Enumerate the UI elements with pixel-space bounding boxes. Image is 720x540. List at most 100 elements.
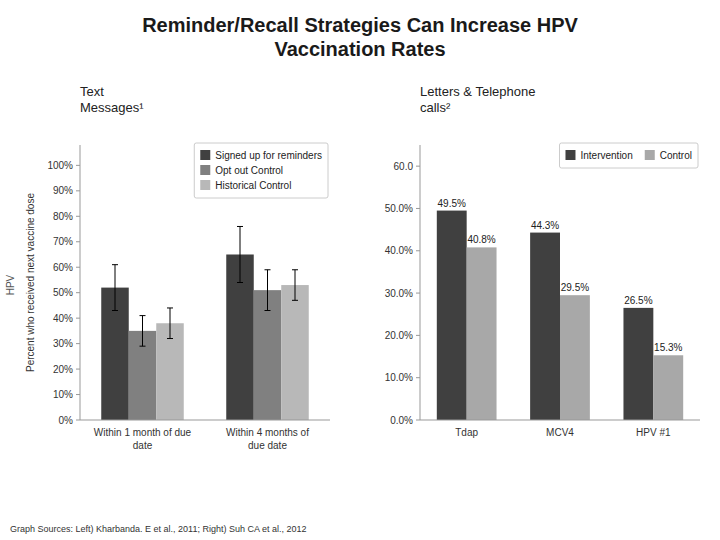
chart-title: TextMessages¹ xyxy=(80,84,144,115)
legend-label: Opt out Control xyxy=(215,165,283,176)
y-tick-label: 70% xyxy=(53,236,73,247)
legend-label: Intervention xyxy=(580,150,632,161)
legend-label: Control xyxy=(660,150,692,161)
y-tick xyxy=(76,369,80,370)
legend: Intervention Control xyxy=(559,143,698,168)
error-bar xyxy=(112,265,118,311)
error-bar-cap xyxy=(140,346,146,347)
legend-swatch xyxy=(200,165,210,175)
legend-item: Historical Control xyxy=(200,180,291,191)
y-tick-label: 10% xyxy=(53,389,73,400)
y-tick-label: 10.0% xyxy=(385,372,413,383)
y-axis-label: Percent who received next vaccine dose xyxy=(25,193,36,372)
y-tick-label: 90% xyxy=(53,185,73,196)
error-bar-stem xyxy=(115,265,116,311)
x-tick-label: Within 1 month of duedate xyxy=(94,427,192,451)
data-label: 40.8% xyxy=(467,234,495,245)
y-tick-label: 20% xyxy=(53,364,73,375)
y-tick xyxy=(416,208,420,209)
data-label: 15.3% xyxy=(654,342,682,353)
x-tick-label-line: MCV4 xyxy=(546,427,574,438)
y-tick xyxy=(76,216,80,217)
bar xyxy=(281,285,309,420)
error-bar-stem xyxy=(295,270,296,301)
x-axis-line xyxy=(80,420,330,421)
y-tick-label: 100% xyxy=(47,160,73,171)
error-bar-cap xyxy=(292,300,298,301)
error-bar-cap xyxy=(112,310,118,311)
error-bar-cap xyxy=(112,264,118,265)
y-tick xyxy=(416,293,420,294)
y-tick xyxy=(76,165,80,166)
error-bar-cap xyxy=(265,310,271,311)
legend-box xyxy=(559,143,698,168)
error-bar-cap xyxy=(237,282,243,283)
y-tick xyxy=(416,166,420,167)
data-labels: 49.5%44.3%26.5%40.8%29.5%15.3% xyxy=(438,198,683,354)
y-tick xyxy=(76,318,80,319)
error-bar xyxy=(265,270,271,311)
error-bar-stem xyxy=(170,308,171,339)
y-tick xyxy=(416,335,420,336)
y-tick xyxy=(416,250,420,251)
y-axis-line xyxy=(80,145,81,420)
legend-swatch xyxy=(565,150,575,160)
error-bar-cap xyxy=(292,269,298,270)
bar xyxy=(437,211,467,420)
error-bar-stem xyxy=(142,316,143,347)
data-label: 29.5% xyxy=(561,282,589,293)
error-bar xyxy=(167,308,173,339)
marks xyxy=(437,211,683,420)
y-tick-label: 20.0% xyxy=(385,330,413,341)
y-tick xyxy=(76,190,80,191)
side-label: HPV xyxy=(5,274,16,295)
error-bar-stem xyxy=(240,226,241,282)
error-bar-cap xyxy=(167,338,173,339)
error-bar xyxy=(237,226,243,282)
y-tick xyxy=(76,292,80,293)
legend-label: Historical Control xyxy=(215,180,291,191)
bar xyxy=(560,295,590,420)
y-tick xyxy=(76,343,80,344)
x-tick-label-line: Within 1 month of due xyxy=(94,427,192,438)
legend: Signed up for reminders Opt out Control Hi… xyxy=(194,143,328,198)
footnote: Graph Sources: Left) Kharbanda. E et al.… xyxy=(10,524,307,534)
y-tick-label: 50.0% xyxy=(385,203,413,214)
chart-title-line: Messages¹ xyxy=(80,100,144,115)
bar xyxy=(467,247,497,420)
y-tick-label: 0% xyxy=(59,415,74,426)
bar xyxy=(653,355,683,420)
figure-title-line: Reminder/Recall Strategies Can Increase … xyxy=(142,14,578,36)
chart: Letters & Telephonecalls²0.0%10.0%20.0%3… xyxy=(385,84,700,438)
bar xyxy=(530,233,560,420)
x-tick-label: MCV4 xyxy=(546,427,574,438)
legend-item: Intervention xyxy=(565,150,632,161)
error-bar-cap xyxy=(237,226,243,227)
bar xyxy=(623,308,653,420)
y-tick-label: 40.0% xyxy=(385,245,413,256)
y-tick-label: 60.0 xyxy=(394,161,414,172)
y-tick-label: 30% xyxy=(53,338,73,349)
data-label: 49.5% xyxy=(438,198,466,209)
y-tick xyxy=(416,377,420,378)
chart-title-line: Letters & Telephone xyxy=(420,84,535,99)
legend-item: Signed up for reminders xyxy=(200,150,322,161)
chart-title-line: calls² xyxy=(420,100,451,115)
error-bar xyxy=(292,270,298,301)
x-axis-line xyxy=(420,420,700,421)
background xyxy=(0,0,720,540)
y-tick xyxy=(76,241,80,242)
y-tick xyxy=(416,420,420,421)
error-bar xyxy=(140,316,146,347)
figure-title-line: Vaccination Rates xyxy=(274,38,445,60)
x-tick-label-line: Within 4 months of xyxy=(226,427,309,438)
y-axis-line xyxy=(420,145,421,420)
chart: TextMessages¹0%10%20%30%40%50%60%70%80%9… xyxy=(25,84,330,451)
chart-canvas: Reminder/Recall Strategies Can Increase … xyxy=(0,0,720,540)
figure-title: Reminder/Recall Strategies Can Increase … xyxy=(142,14,578,60)
y-tick-label: 30.0% xyxy=(385,288,413,299)
legend-swatch xyxy=(200,150,210,160)
x-tick-label: Within 4 months ofdue date xyxy=(226,427,309,451)
chart-title-line: Text xyxy=(80,84,104,99)
legend-swatch xyxy=(645,150,655,160)
